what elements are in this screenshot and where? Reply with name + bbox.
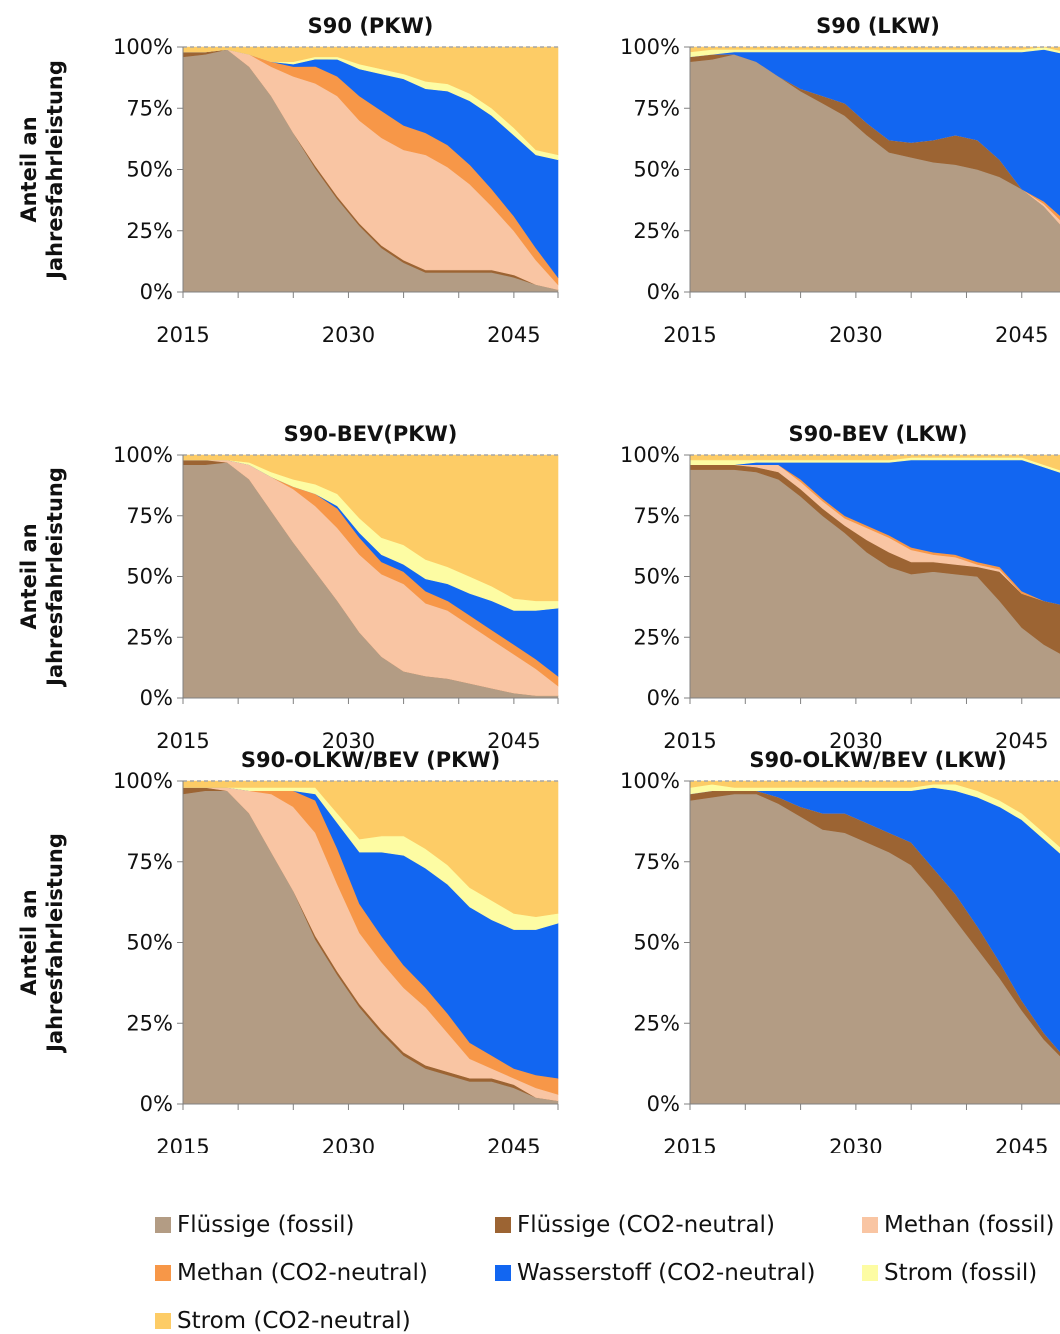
chart-title: S90-OLKW/BEV (LKW) [749,748,1006,772]
legend-item-methan-co2: Methan (CO2-neutral) [155,1260,428,1286]
y-tick-label: 0% [647,686,680,710]
legend-swatch-methan-fossil [862,1217,878,1233]
legend-label: Wasserstoff (CO2-neutral) [517,1260,816,1286]
y-tick-label: 100% [113,35,173,59]
legend-swatch-wasserstoff [495,1265,511,1281]
y-tick-label: 25% [633,219,680,243]
y-axis-label-line-2: Jahresfahrleistung [43,60,67,281]
legend-swatch-strom-co2 [155,1313,171,1329]
label-clip-mask [0,1153,1060,1183]
y-tick-label: 100% [620,443,680,467]
legend-item-fluessige-fossil: Flüssige (fossil) [155,1212,354,1238]
y-axis-label-line-1: Anteil an [17,523,41,629]
y-tick-label: 75% [633,96,680,120]
y-tick-label: 75% [633,850,680,874]
x-tick-label: 2015 [156,323,209,347]
chart-panel-s90-bev-lkw: 0% 25% 50% 75% 100% 2015 2030 2045 S90-BEV (LKW) [620,422,1060,753]
legend-swatch-fluessige-fossil [155,1217,171,1233]
chart-title: S90 (LKW) [816,14,940,38]
y-axis-label: Anteil anJahresfahrleistung [17,60,67,281]
y-tick-label: 50% [126,565,173,589]
x-tick-label: 2045 [487,729,540,753]
area-strom-co2-neutral [182,46,559,156]
y-axis-label-line-2: Jahresfahrleistung [43,467,67,688]
chart-title: S90-OLKW/BEV (PKW) [241,748,500,772]
y-tick-label: 100% [620,35,680,59]
x-tick-label: 2015 [156,729,209,753]
x-tick-label: 2045 [487,323,540,347]
legend-item-methan-fossil: Methan (fossil) [862,1212,1054,1238]
legend-label: Strom (CO2-neutral) [177,1308,411,1334]
area-strom-co2-neutral [182,780,559,918]
x-tick-label: 2015 [663,323,716,347]
area-strom-co2-neutral [182,454,559,602]
area-strom-co2-neutral [689,780,1060,848]
y-tick-label: 50% [633,931,680,955]
x-tick-label: 2030 [322,323,375,347]
chart-panel-s90-lkw: 0% 25% 50% 75% 100% 2015 2030 2045 S90 (LKW) [620,14,1060,347]
y-tick-label: 75% [633,504,680,528]
legend-item-strom-fossil: Strom (fossil) [862,1260,1037,1286]
area-strom-co2-neutral [689,454,1060,471]
y-axis-label: Anteil anJahresfahrleistung [17,467,67,688]
y-tick-label: 25% [126,625,173,649]
y-tick-label: 75% [126,96,173,120]
y-tick-label: 50% [633,565,680,589]
y-axis-label: Anteil anJahresfahrleistung [17,833,67,1054]
y-tick-label: 100% [113,443,173,467]
y-tick-label: 25% [633,625,680,649]
legend-swatch-strom-fossil [862,1265,878,1281]
x-tick-label: 2045 [995,729,1048,753]
y-tick-label: 50% [126,931,173,955]
legend-swatch-methan-co2 [155,1265,171,1281]
legend-item-wasserstoff: Wasserstoff (CO2-neutral) [495,1260,815,1286]
y-tick-label: 0% [140,686,173,710]
y-tick-label: 50% [633,158,680,182]
y-tick-label: 75% [126,504,173,528]
x-tick-label: 2045 [995,323,1048,347]
chart-panel-s90-olkw-bev-lkw: 0%25%50%75%100%2015 2030 2045S90-OLKW/BEV … [620,748,1060,1159]
y-tick-label: 100% [113,769,173,793]
y-tick-label: 25% [126,1011,173,1035]
y-tick-label: 75% [126,850,173,874]
legend-item-fluessige-co2: Flüssige (CO2-neutral) [495,1212,775,1238]
chart-title: S90-BEV(PKW) [284,422,458,446]
legend-label: Flüssige (fossil) [177,1212,355,1238]
x-tick-label: 2015 [663,729,716,753]
chart-panel-s90-bev-pkw: 0% 25% 50% 75% 100% 2015 2030 2045 S90-BEV(PKW) A… [17,422,559,753]
y-tick-label: 0% [647,1092,680,1116]
y-tick-label: 100% [620,769,680,793]
x-tick-label: 2030 [829,729,882,753]
y-tick-label: 0% [647,280,680,304]
legend-item-strom-co2: Strom (CO2-neutral) [155,1308,411,1334]
legend-label: Methan (fossil) [884,1212,1055,1238]
chart-panel-s90-pkw: 0% 25% 50% 75% 100% 2015 2030 2045 S90 (PKW) Ante… [17,14,559,347]
chart-panel-s90-olkw-bev-pkw: 0%25%50%75%100%2015 2030 2045S90-OLKW/BEV … [17,748,559,1159]
y-tick-label: 0% [140,280,173,304]
chart-title: S90-BEV (LKW) [789,422,968,446]
chart-title: S90 (PKW) [308,14,434,38]
y-axis-label-line-2: Jahresfahrleistung [43,833,67,1054]
legend-label: Strom (fossil) [884,1260,1038,1286]
y-axis-label-line-1: Anteil an [17,889,41,995]
y-tick-label: 50% [126,158,173,182]
y-axis-label-line-1: Anteil an [17,116,41,222]
x-tick-label: 2030 [829,323,882,347]
x-tick-label: 2030 [322,729,375,753]
y-tick-label: 0% [140,1092,173,1116]
y-tick-label: 25% [126,219,173,243]
legend-swatch-fluessige-co2 [495,1217,511,1233]
area-strom-co2-neutral [689,46,1060,53]
y-tick-label: 25% [633,1011,680,1035]
legend-label: Methan (CO2-neutral) [177,1260,428,1286]
legend-label: Flüssige (CO2-neutral) [517,1212,775,1238]
